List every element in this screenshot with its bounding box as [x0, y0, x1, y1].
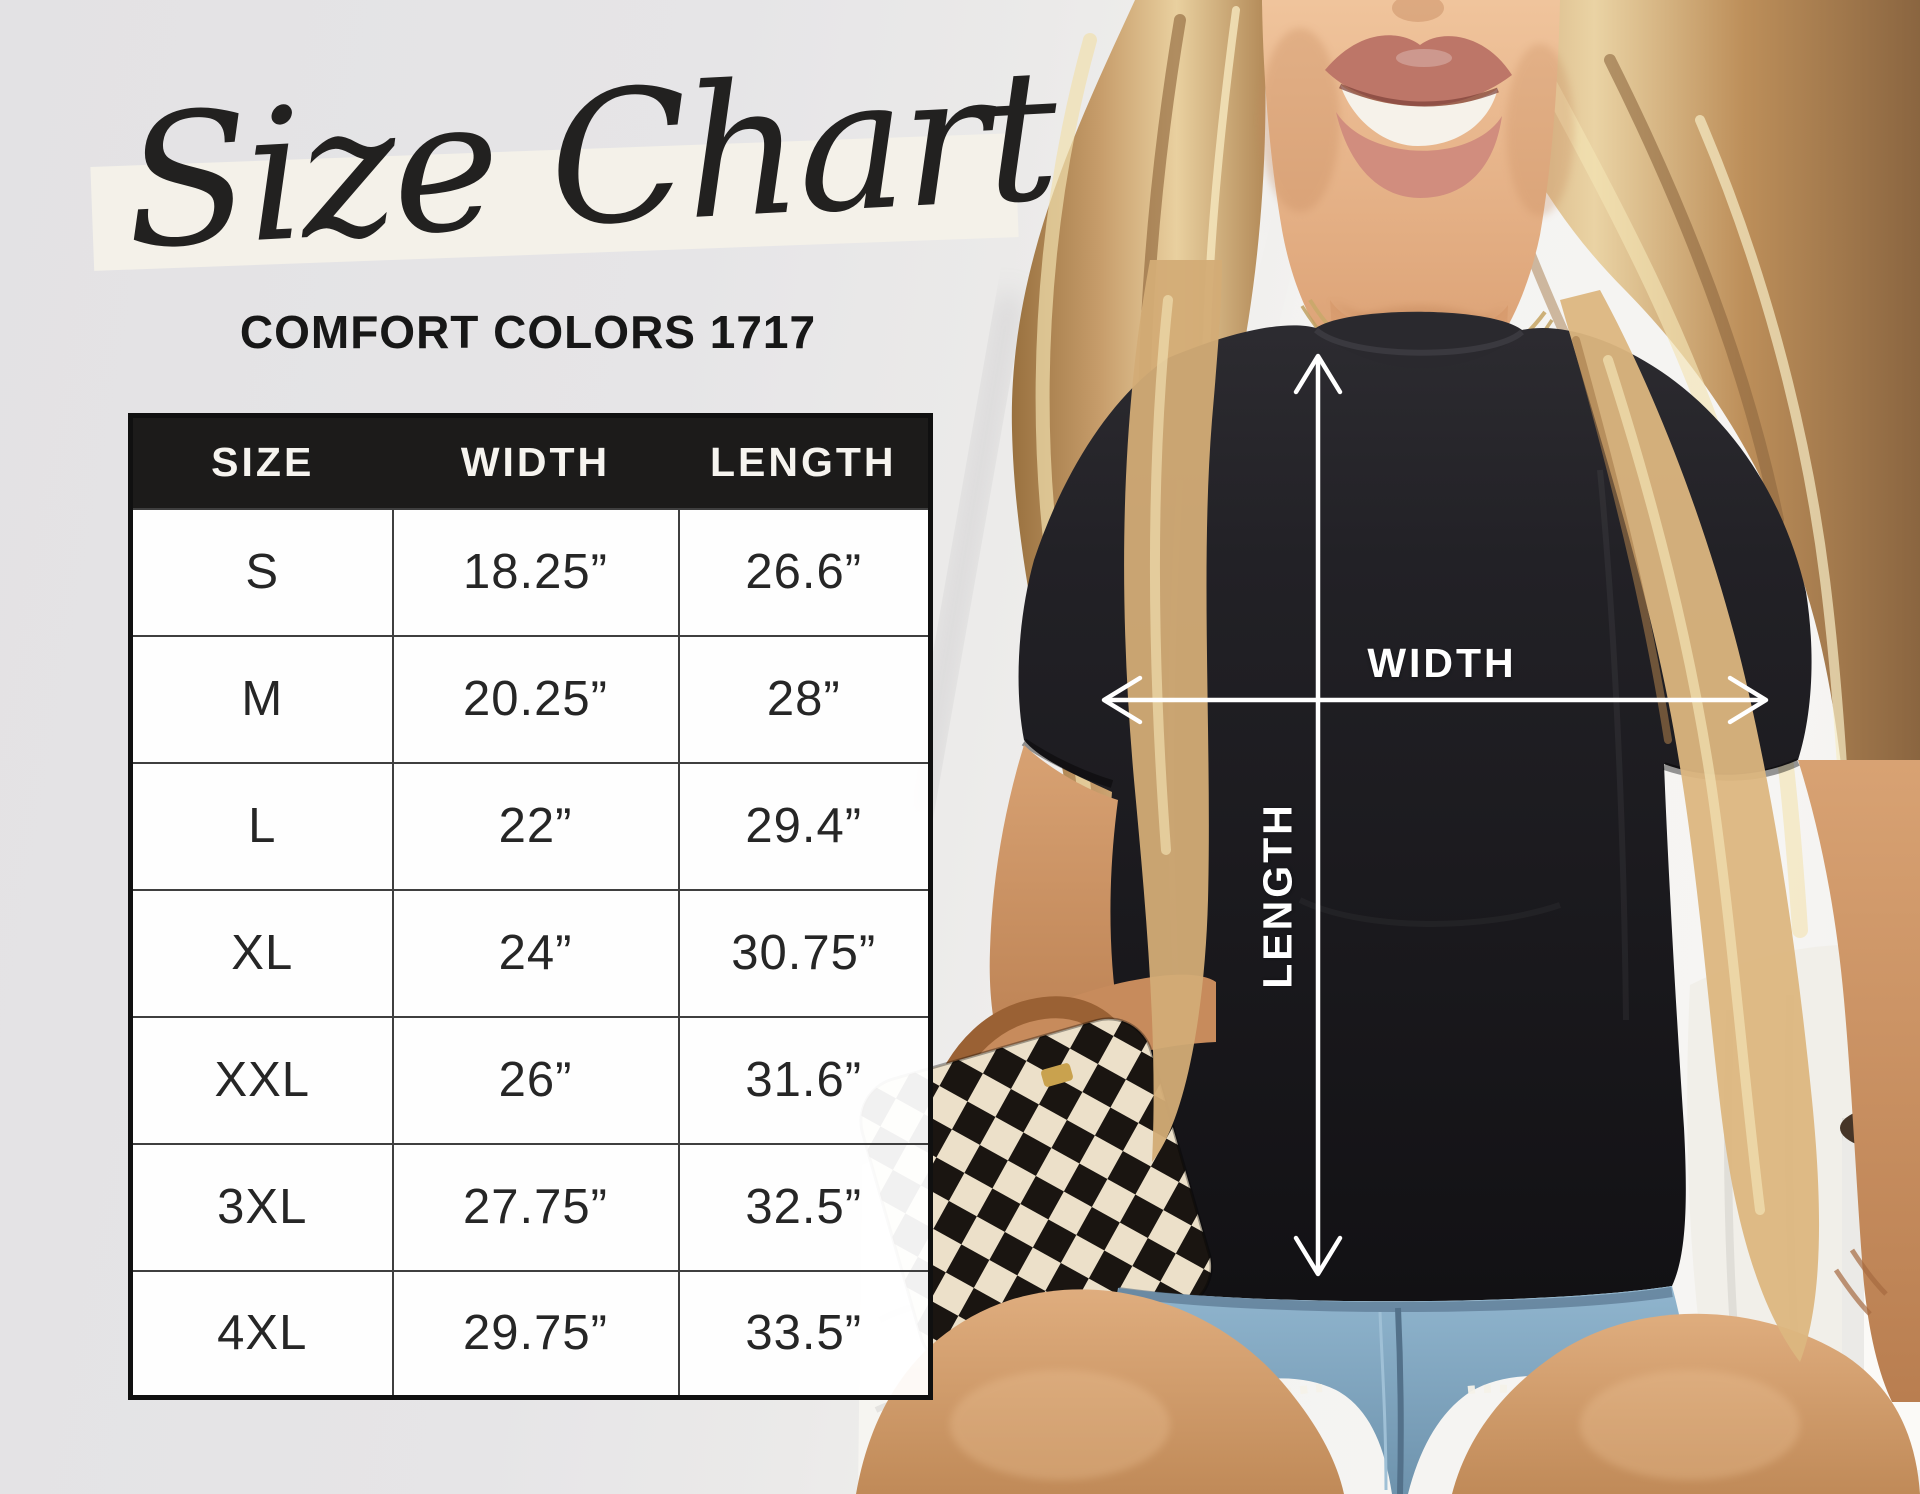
- table-row: 4XL 29.75” 33.5”: [129, 1269, 932, 1399]
- cell-size: XXL: [129, 1015, 394, 1145]
- size-table: SIZE WIDTH LENGTH S 18.25” 26.6” M 20.25…: [128, 413, 933, 1400]
- cell-width: 27.75”: [391, 1142, 680, 1272]
- cell-width: 18.25”: [391, 507, 680, 637]
- cell-size: M: [129, 634, 394, 764]
- cell-width: 29.75”: [391, 1269, 680, 1399]
- t-shirt: [1018, 311, 1812, 1302]
- page-title: Size Chart: [120, 29, 1060, 290]
- width-measurement-label: WIDTH: [1367, 640, 1517, 686]
- cell-size: 4XL: [129, 1269, 394, 1399]
- column-header-width: WIDTH: [392, 415, 679, 509]
- table-header-row: SIZE WIDTH LENGTH: [130, 415, 931, 509]
- cell-width: 26”: [391, 1015, 680, 1145]
- table-row: 3XL 27.75” 32.5”: [129, 1142, 932, 1272]
- cell-size: XL: [129, 888, 394, 1018]
- page-subtitle: COMFORT COLORS 1717: [239, 306, 817, 358]
- column-header-size: SIZE: [130, 415, 393, 509]
- cell-width: 24”: [391, 888, 680, 1018]
- table-row: S 18.25” 26.6”: [129, 507, 932, 637]
- column-header-length: LENGTH: [678, 415, 931, 509]
- cell-width: 22”: [391, 761, 680, 891]
- mouth: [1325, 0, 1512, 198]
- length-measurement-label: LENGTH: [1254, 802, 1301, 989]
- legs: [856, 1289, 1920, 1494]
- cell-length: 26.6”: [677, 507, 932, 637]
- table-row: L 22” 29.4”: [129, 761, 932, 891]
- checkered-bag: [859, 996, 1213, 1371]
- cell-length: 29.4”: [677, 761, 932, 891]
- cell-size: L: [129, 761, 394, 891]
- cell-length: 33.5”: [677, 1269, 932, 1399]
- cell-length: 31.6”: [677, 1015, 932, 1145]
- hair-front: [1124, 260, 1820, 1362]
- cell-size: 3XL: [129, 1142, 394, 1272]
- table-row: XL 24” 30.75”: [129, 888, 932, 1018]
- cell-length: 32.5”: [677, 1142, 932, 1272]
- cell-size: S: [129, 507, 394, 637]
- cell-length: 28”: [677, 634, 932, 764]
- table-row: XXL 26” 31.6”: [129, 1015, 932, 1145]
- table-row: M 20.25” 28”: [129, 634, 932, 764]
- cell-width: 20.25”: [391, 634, 680, 764]
- cell-length: 30.75”: [677, 888, 932, 1018]
